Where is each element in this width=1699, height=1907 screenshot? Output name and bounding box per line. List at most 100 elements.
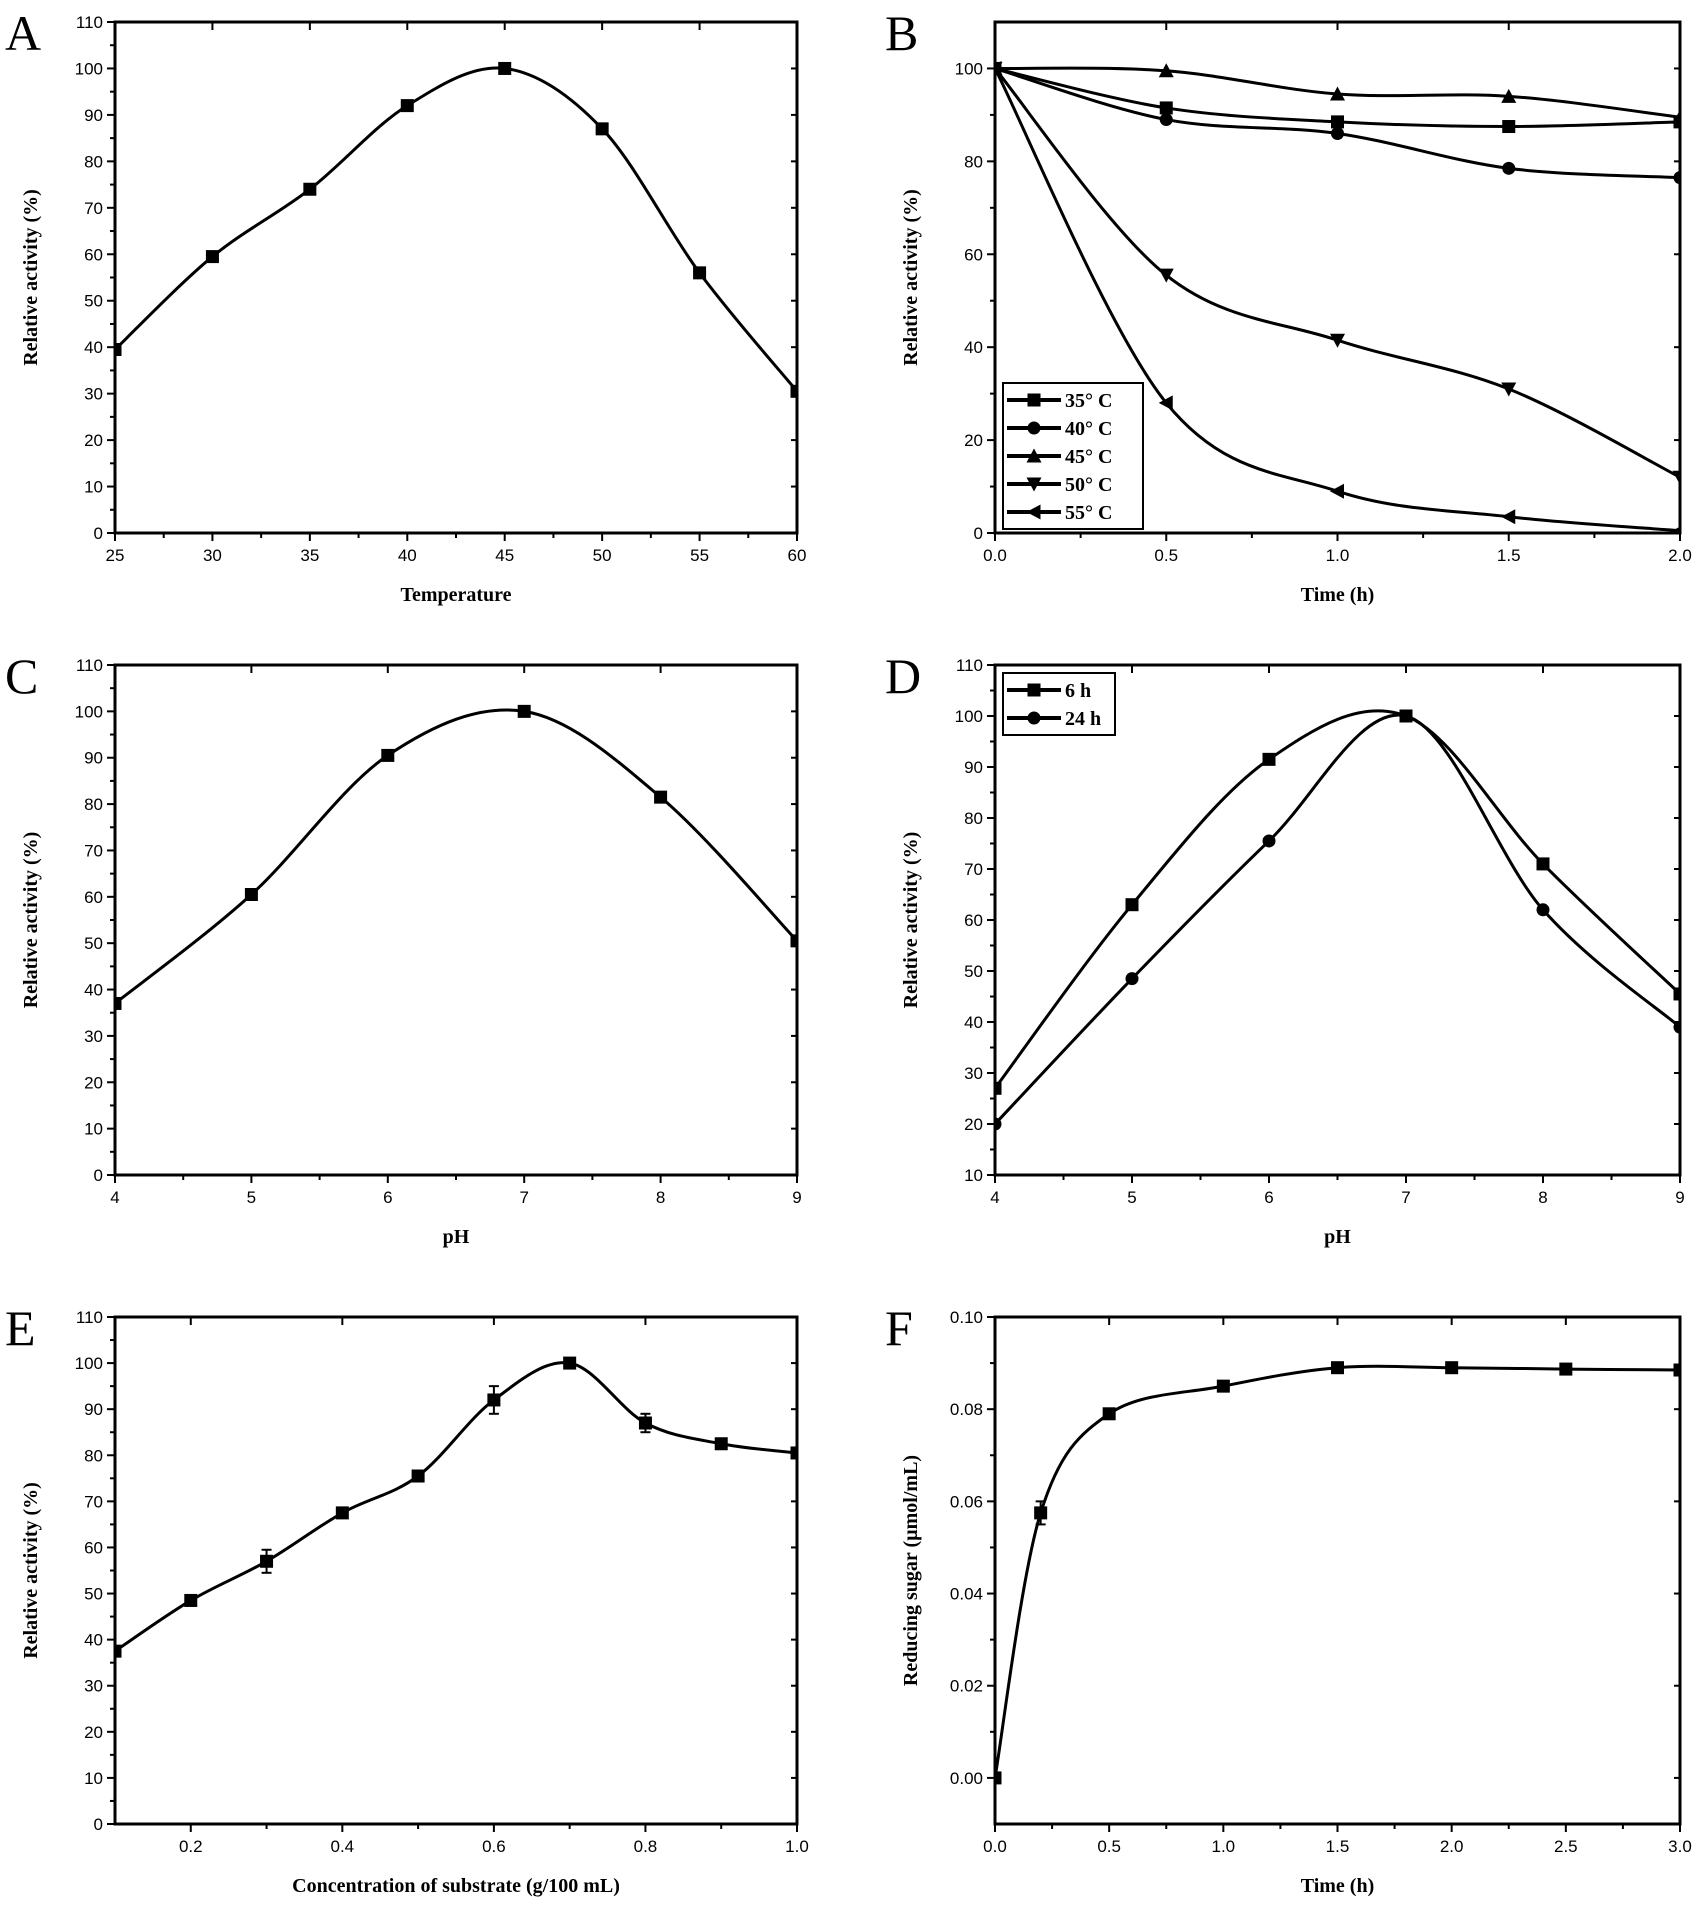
y-tick-label: 0.06 [950, 1492, 983, 1511]
y-tick-label: 0.10 [950, 1308, 983, 1327]
y-tick-label: 40 [964, 338, 983, 357]
y-tick-label: 80 [84, 1446, 103, 1465]
y-tick-label: 100 [75, 59, 103, 78]
data-point [1501, 382, 1517, 397]
x-tick-label: 0.5 [1154, 546, 1178, 565]
panel-letter: F [885, 1300, 913, 1356]
y-tick-label: 20 [964, 431, 983, 450]
y-tick-label: 40 [84, 1631, 103, 1650]
legend-item: 24 h [1007, 708, 1101, 730]
legend-item: 40° C [1007, 418, 1112, 440]
y-tick-label: 0 [94, 1166, 103, 1185]
legend-label: 45° C [1065, 446, 1112, 468]
y-tick-label: 40 [84, 981, 103, 1000]
series-main [115, 1356, 797, 1658]
data-point [260, 1554, 274, 1568]
plot-frame [113, 1315, 799, 1826]
chart-panel-e: E 0.2 0.4 0.6 0.8 1.0 0 10 20 30 40 50 60 70 80 90 100 11… [5, 1300, 809, 1897]
y-tick-label: 50 [964, 962, 983, 981]
data-point [1262, 752, 1276, 766]
y-tick-label: 100 [75, 702, 103, 721]
x-tick-label: 0.4 [331, 1837, 355, 1856]
data-point [1331, 115, 1344, 129]
data-point [790, 934, 797, 948]
y-tick-label: 40 [964, 1013, 983, 1032]
data-point [595, 122, 609, 136]
data-point [1330, 333, 1345, 348]
data-point [1502, 120, 1516, 134]
x-tick-label: 6 [1264, 1188, 1273, 1207]
y-axis-title: Relative activity (%) [20, 832, 42, 1009]
data-point [400, 99, 414, 113]
plot-frame [993, 1315, 1682, 1826]
data-point [563, 1356, 577, 1370]
data-point [1502, 161, 1516, 175]
legend-label: 55° C [1065, 502, 1112, 524]
data-point [1536, 857, 1550, 871]
legend-item: 50° C [1007, 474, 1112, 496]
data-point [115, 996, 122, 1010]
y-tick-label: 100 [955, 59, 983, 78]
data-point [1501, 88, 1517, 103]
legend: 35° C 40° C 45° C 50° C 55° C [1002, 382, 1144, 530]
legend-item: 55° C [1007, 502, 1112, 524]
data-point [1159, 101, 1173, 115]
y-tick-label: 0.04 [950, 1585, 983, 1604]
legend-label: 50° C [1065, 474, 1112, 496]
data-point [205, 250, 219, 264]
data-point [1330, 483, 1344, 499]
data-point [1158, 268, 1174, 283]
data-point [303, 182, 317, 196]
x-axis-title: pH [1324, 1226, 1351, 1248]
y-tick-label: 110 [76, 1308, 103, 1327]
x-tick-label: 1.0 [1326, 546, 1350, 565]
x-tick-label: 2.0 [1440, 1837, 1464, 1856]
series-line [115, 708, 797, 1005]
data-point [1102, 1407, 1116, 1421]
y-axis-title: Relative activity (%) [20, 1482, 42, 1659]
chart-panel-b: B 0.0 0.5 1.0 1.5 2.0 0 20 40 60 80 100 Time (h) Rela… [885, 5, 1692, 606]
data-point [638, 1416, 652, 1430]
y-tick-label: 70 [84, 199, 103, 218]
y-tick-label: 110 [956, 656, 983, 675]
legend-marker [1027, 711, 1041, 725]
y-tick-label: 90 [964, 758, 983, 777]
series-line [995, 713, 1680, 1126]
x-tick-label: 1.0 [785, 1837, 809, 1856]
data-point [115, 1644, 122, 1658]
data-point [1673, 1020, 1680, 1034]
series-line [115, 66, 797, 393]
y-tick-label: 0 [94, 1815, 103, 1834]
data-point [714, 1437, 728, 1451]
legend-marker [1027, 421, 1041, 435]
data-point [1399, 709, 1413, 723]
panel-letter: A [5, 5, 41, 61]
series-main [115, 704, 797, 1010]
y-tick-label: 70 [84, 841, 103, 860]
plot-frame [993, 663, 1682, 1177]
data-point [1673, 1363, 1680, 1377]
y-tick-label: 0 [94, 524, 103, 543]
plot-frame [113, 663, 799, 1177]
series-main [115, 61, 797, 398]
y-tick-label: 110 [76, 13, 103, 32]
x-tick-label: 0.0 [983, 1837, 1007, 1856]
data-point [1330, 86, 1345, 101]
x-tick-label: 9 [792, 1188, 801, 1207]
data-point [1331, 126, 1344, 140]
y-tick-label: 0.02 [950, 1677, 983, 1696]
y-tick-label: 0.00 [950, 1769, 983, 1788]
data-point [184, 1593, 198, 1607]
series-line [115, 1361, 797, 1653]
y-tick-label: 60 [84, 888, 103, 907]
data-point [381, 748, 395, 762]
legend-label: 35° C [1065, 390, 1112, 412]
data-point [654, 790, 668, 804]
x-tick-label: 55 [690, 546, 709, 565]
data-point [693, 266, 707, 280]
x-tick-label: 0.6 [482, 1837, 506, 1856]
x-tick-label: 7 [1401, 1188, 1410, 1207]
data-point [1559, 1362, 1573, 1376]
legend-marker [1026, 477, 1042, 492]
data-point [1125, 972, 1139, 986]
